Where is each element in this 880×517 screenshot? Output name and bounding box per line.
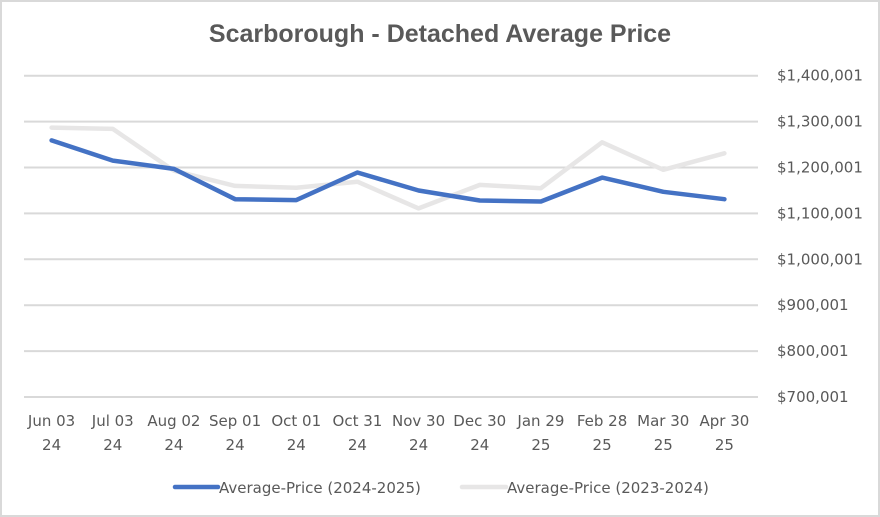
x-tick-label-year: 24 <box>409 436 428 454</box>
series-line-2023-2024 <box>49 125 727 211</box>
x-tick-label: Jul 03 <box>91 412 134 430</box>
series-line-2024-2025 <box>49 138 727 204</box>
x-tick-label-year: 24 <box>164 436 183 454</box>
x-tick-label-year: 24 <box>348 436 367 454</box>
x-tick-label: Nov 30 <box>392 412 445 430</box>
x-tick-label-year: 24 <box>470 436 489 454</box>
x-tick-label: Dec 30 <box>453 412 506 430</box>
y-tick-label: $1,400,001 <box>777 67 863 85</box>
x-axis-tick-labels: Jun 03 24 Jul 03 24 Aug 02 24 Sep 01 24 Oct 01 24… <box>27 412 749 454</box>
x-tick-label-year: 25 <box>531 436 550 454</box>
x-tick-label-year: 25 <box>654 436 673 454</box>
legend: Average-Price (2024-2025) Average-Price (… <box>172 479 709 497</box>
y-tick-label: $700,001 <box>777 388 849 406</box>
y-tick-label: $1,100,001 <box>777 204 863 222</box>
chart-title: Scarborough - Detached Average Price <box>209 20 671 48</box>
x-tick-label-year: 24 <box>103 436 122 454</box>
y-tick-label: $1,000,001 <box>777 250 863 268</box>
gridlines <box>24 74 758 398</box>
x-tick-label-year: 24 <box>287 436 306 454</box>
y-tick-label: $800,001 <box>777 342 849 360</box>
legend-label: Average-Price (2024-2025) <box>219 479 421 497</box>
legend-label: Average-Price (2023-2024) <box>507 479 709 497</box>
y-axis-tick-labels: $1,400,001 $1,300,001 $1,200,001 $1,100,001… <box>777 67 863 406</box>
x-tick-label: Apr 30 <box>700 412 750 430</box>
x-tick-label-year: 25 <box>593 436 612 454</box>
y-tick-label: $900,001 <box>777 296 849 314</box>
x-tick-label: Oct 31 <box>333 412 383 430</box>
y-tick-label: $1,200,001 <box>777 159 863 177</box>
x-tick-label-year: 24 <box>226 436 245 454</box>
x-tick-label: Oct 01 <box>271 412 321 430</box>
x-tick-label: Jan 29 <box>516 412 564 430</box>
y-tick-label: $1,300,001 <box>777 113 863 131</box>
x-tick-label: Feb 28 <box>577 412 627 430</box>
series-lines <box>49 125 727 211</box>
x-tick-label: Mar 30 <box>637 412 689 430</box>
x-tick-label: Aug 02 <box>147 412 200 430</box>
x-tick-label-year: 25 <box>715 436 734 454</box>
x-tick-label: Jun 03 <box>27 412 75 430</box>
x-tick-label-year: 24 <box>42 436 61 454</box>
x-tick-label: Sep 01 <box>209 412 261 430</box>
